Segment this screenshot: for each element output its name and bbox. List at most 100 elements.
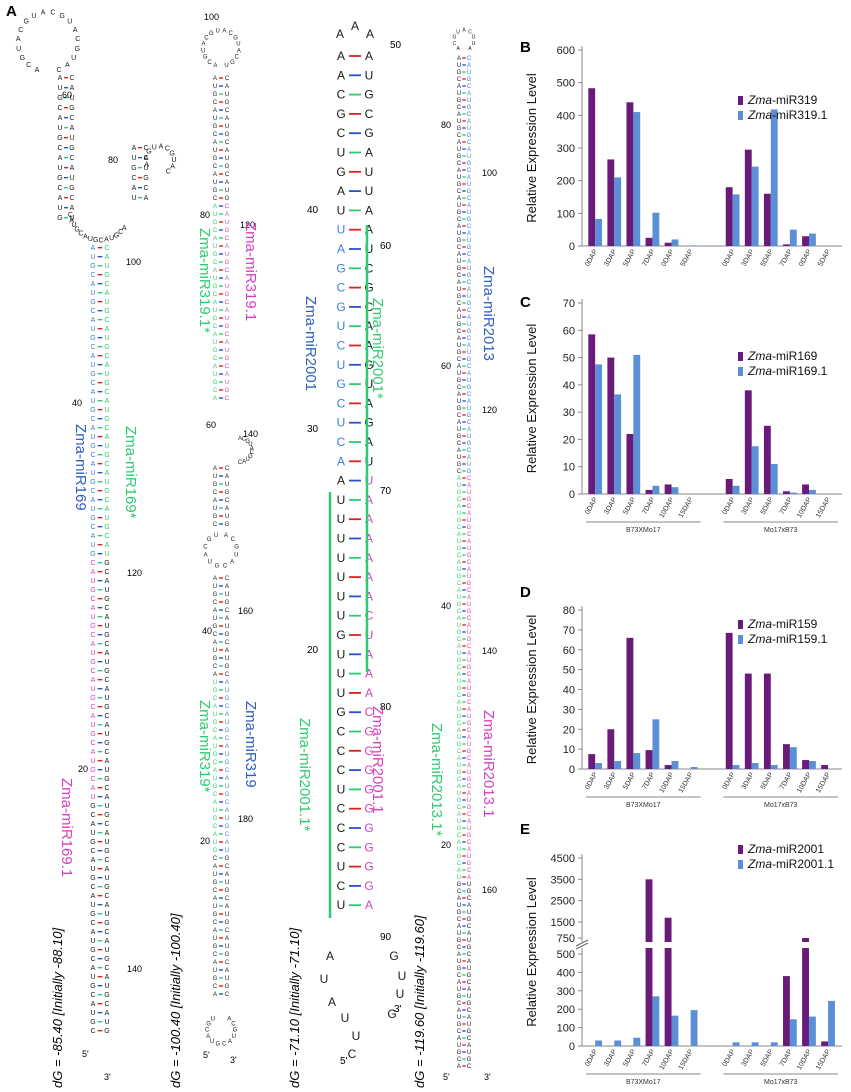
nucleotide: C (104, 929, 109, 936)
nucleotide: C (231, 1021, 236, 1027)
nucleotide: G (90, 587, 95, 594)
nucleotide: C (468, 30, 472, 36)
position-label: 80 (108, 155, 118, 165)
bar-zma-mir169 (763, 425, 771, 494)
nucleotide: C (104, 857, 109, 864)
nucleotide: U (225, 784, 229, 790)
nucleotide: U (467, 798, 471, 804)
bar-zma-mir169 (607, 357, 615, 494)
nucleotide: C (213, 490, 218, 496)
nucleotide: A (467, 455, 471, 461)
nucleotide: C (213, 228, 218, 234)
nucleotide: G (90, 875, 95, 882)
nucleotide: G (225, 632, 230, 638)
bar-zma-mir169 (802, 484, 809, 494)
free-energy-label: dG = -85.40 [Initially -88.10] (50, 928, 65, 1088)
nucleotide: A (91, 857, 96, 864)
nucleotide: U (90, 398, 95, 405)
nucleotide: C (104, 281, 109, 288)
x-tick-label: 5DAP (622, 771, 637, 791)
y-tick-label: 3500 (551, 874, 575, 886)
nucleotide: G (90, 1019, 95, 1026)
bar-zma-mir319.1 (690, 245, 698, 246)
bar-zma-mir159.1 (671, 761, 679, 769)
nucleotide: U (467, 630, 471, 636)
nucleotide: A (467, 427, 471, 433)
nucleotide: G (213, 380, 218, 386)
nucleotide: C (467, 336, 472, 342)
bar-chart-b: B Relative Expression Level 0 100 200 300 400 5… (520, 39, 842, 266)
nucleotide: U (171, 157, 176, 164)
nucleotide: A (336, 27, 344, 41)
nucleotide: G (467, 861, 472, 867)
nucleotide: U (225, 124, 229, 130)
nucleotide: A (132, 145, 137, 152)
nucleotide: C (225, 672, 230, 678)
nucleotide: G (213, 348, 218, 354)
nucleotide: A (457, 644, 461, 650)
bar-zma-mir2001 (802, 938, 809, 1046)
bar-zma-mir319.1 (614, 177, 622, 246)
nucleotide: G (90, 659, 95, 666)
nucleotide: U (457, 707, 461, 713)
y-tick-label: 50 (563, 353, 575, 365)
bar-zma-mir2001.1 (751, 1042, 759, 1046)
nucleotide: U (467, 294, 471, 300)
nucleotide: A (104, 237, 109, 244)
nucleotide: C (90, 488, 95, 495)
nucleotide: U (457, 427, 461, 433)
nucleotide: G (131, 165, 136, 172)
nucleotide: G (213, 944, 218, 950)
nucleotide: C (213, 792, 218, 798)
nucleotide: A (105, 830, 110, 837)
nucleotide: U (225, 848, 229, 854)
nucleotide: A (457, 252, 461, 258)
legend-label: Zma-miR169 (747, 349, 818, 363)
bar-zma-mir159 (645, 750, 653, 769)
nucleotide: C (337, 126, 346, 140)
nucleotide: G (225, 356, 230, 362)
nucleotide: U (337, 551, 346, 565)
nucleotide: A (91, 245, 96, 252)
x-tick-label: 5DAP (760, 1048, 775, 1068)
bar-zma-mir319 (626, 102, 634, 247)
bar-zma-mir319 (725, 187, 733, 246)
nucleotide: C (225, 108, 230, 114)
nucleotide: G (457, 462, 462, 468)
axis-break-gap (580, 942, 840, 948)
nucleotide: G (90, 695, 95, 702)
nucleotide: U (457, 119, 461, 125)
nucleotide: C (457, 1001, 462, 1007)
bar-zma-mir159.1 (595, 763, 603, 769)
nucleotide: U (90, 974, 95, 981)
nucleotide: C (457, 721, 462, 727)
nucleotide: U (104, 335, 109, 342)
nucleotide: C (225, 800, 230, 806)
nucleotide: C (104, 389, 109, 396)
nucleotide: U (69, 95, 74, 102)
nucleotide: A (91, 1001, 96, 1008)
nucleotide: G (364, 281, 373, 295)
nucleotide: G (467, 105, 472, 111)
nucleotide: A (457, 952, 461, 958)
nucleotide: U (225, 380, 229, 386)
bar-zma-mir2001.1 (614, 1040, 622, 1046)
chart-panel-c: C Relative Expression Level 0 10 20 30 40 50 60 7… (520, 293, 851, 541)
x-tick-label: 0DAP (722, 771, 737, 791)
nucleotide: C (104, 533, 109, 540)
nucleotide: A (457, 616, 461, 622)
nucleotide: G (213, 124, 218, 130)
nucleotide: U (57, 125, 62, 132)
bar-zma-mir159.1 (614, 761, 622, 769)
mirna-variant-label: Zma-miR169.1 (58, 778, 75, 877)
nucleotide: U (90, 434, 95, 441)
nucleotide: U (467, 938, 471, 944)
nucleotide: G (457, 770, 462, 776)
nucleotide: A (457, 840, 461, 846)
nucleotide: G (90, 443, 95, 450)
nucleotide: C (467, 980, 472, 986)
bar-zma-mir319.1 (652, 212, 660, 246)
bar-zma-mir159.1 (652, 719, 660, 769)
position-label: 80 (380, 702, 392, 713)
nucleotide: C (131, 175, 136, 182)
